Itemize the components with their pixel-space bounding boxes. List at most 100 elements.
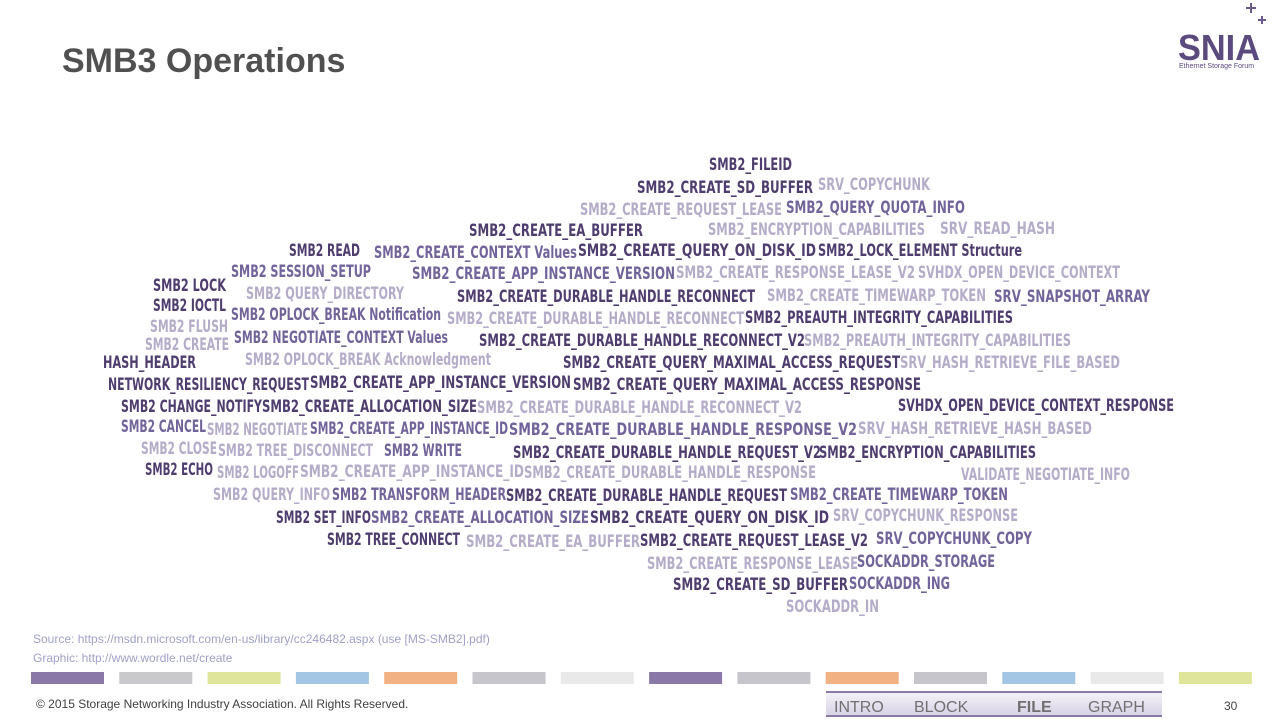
cloud-word: SMB2_CREATE_DURABLE_HANDLE_RECONNECT xyxy=(457,287,755,307)
graphic-line: Graphic: http://www.wordle.net/create xyxy=(33,651,233,665)
cloud-word: SMB2_CREATE_QUERY_MAXIMAL_ACCESS_REQUEST xyxy=(563,353,900,373)
cloud-word: SMB2 QUERY_INFO xyxy=(213,485,330,505)
cloud-word: SMB2 QUERY_DIRECTORY xyxy=(246,284,404,304)
nav-tab[interactable]: INTRO xyxy=(834,699,884,716)
cloud-word: SMB2 OPLOCK_BREAK Acknowledgment xyxy=(245,350,491,370)
cloud-word: SMB2_CREATE_APP_INSTANCE_ID xyxy=(310,419,508,439)
cloud-word: SMB2 READ xyxy=(289,241,360,261)
cloud-word: SMB2_FILEID xyxy=(709,155,792,175)
cloud-word: SOCKADDR_STORAGE xyxy=(857,552,995,572)
slide-title: SMB3 Operations xyxy=(62,42,345,80)
nav-tab[interactable]: GRAPH xyxy=(1088,699,1145,716)
cloud-word: SMB2_CREATE_REQUEST_LEASE_V2 xyxy=(640,531,868,551)
strip-block xyxy=(1002,672,1076,684)
cloud-word: SMB2_CREATE_QUERY_ON_DISK_ID xyxy=(578,241,816,261)
logo-mark xyxy=(1246,3,1266,24)
cloud-word: SMB2 TREE_DISCONNECT xyxy=(218,441,373,461)
nav-tab[interactable]: FILE xyxy=(1017,699,1052,716)
cloud-word: SMB2_CREATE_EA_BUFFER xyxy=(469,221,643,241)
strip-block xyxy=(737,672,811,684)
cloud-word: SMB2_CREATE_APP_INSTANCE_VERSION xyxy=(310,373,571,393)
page-number: 30 xyxy=(1224,699,1238,713)
cloud-word: SMB2_CREATE_RESPONSE_LEASE xyxy=(647,554,858,574)
cloud-word: NETWORK_RESILIENCY_REQUEST xyxy=(108,375,309,395)
strip-block xyxy=(384,672,458,684)
nav-tab[interactable]: BLOCK xyxy=(914,699,969,716)
color-strip xyxy=(31,672,1252,684)
cloud-word: SMB2_QUERY_QUOTA_INFO xyxy=(786,198,965,218)
strip-block xyxy=(1178,672,1252,684)
cloud-word: SMB2_CREATE_RESPONSE_LEASE_V2 xyxy=(676,263,915,283)
cloud-word: SMB2 SESSION_SETUP xyxy=(231,262,371,282)
cloud-word: SMB2_CREATE_TIMEWARP_TOKEN xyxy=(767,286,986,306)
copyright: © 2015 Storage Networking Industry Assoc… xyxy=(36,697,408,711)
cloud-word: SMB2 FLUSH xyxy=(150,317,228,337)
source-line: Source: https://msdn.microsoft.com/en-us… xyxy=(33,632,490,646)
strip-block xyxy=(472,672,546,684)
cloud-word: VALIDATE_NEGOTIATE_INFO xyxy=(961,465,1130,485)
cloud-word: SMB2_CREATE_DURABLE_HANDLE_REQUEST xyxy=(506,486,787,506)
cloud-word: SRV_COPYCHUNK_RESPONSE xyxy=(833,506,1018,526)
strip-block xyxy=(560,672,634,684)
cloud-word: HASH_HEADER xyxy=(103,353,196,373)
strip-block xyxy=(31,672,104,684)
cloud-word: SRV_READ_HASH xyxy=(940,219,1055,239)
cloud-word: SMB2_CREATE_APP_INSTANCE_ID xyxy=(300,462,524,482)
cloud-word: SMB2 TREE_CONNECT xyxy=(327,530,460,550)
cloud-word: SMB2 CLOSE xyxy=(141,439,217,459)
nav: INTRO BLOCK FILE GRAPH xyxy=(834,699,1145,716)
cloud-word: SMB2_CREATE_DURABLE_HANDLE_RESPONSE_V2 xyxy=(509,420,857,440)
cloud-word: SVHDX_OPEN_DEVICE_CONTEXT xyxy=(918,263,1120,283)
cloud-word: SMB2 CANCEL xyxy=(121,417,206,437)
cloud-word: SMB2_CREATE_APP_INSTANCE_VERSION xyxy=(412,264,675,284)
cloud-word: SOCKADDR_ING xyxy=(849,574,950,594)
logo: SNIA Ethernet Storage Forum xyxy=(1178,3,1266,70)
cloud-word: SMB2_CREATE_ALLOCATION_SIZE xyxy=(262,397,477,417)
cloud-word: SRV_COPYCHUNK_COPY xyxy=(876,529,1032,549)
cloud-word: SMB2 OPLOCK_BREAK Notification xyxy=(231,305,441,325)
cloud-word: SMB2_ENCRYPTION_CAPABILITIES xyxy=(708,220,925,240)
cloud-word: SMB2 LOGOFF xyxy=(217,463,299,483)
strip-block xyxy=(825,672,899,684)
logo-text: SNIA xyxy=(1178,27,1260,68)
cloud-word: SMB2_CREATE_TIMEWARP_TOKEN xyxy=(790,485,1008,505)
cloud-word: SMB2 SET_INFO xyxy=(276,508,371,528)
cloud-word: SMB2_LOCK_ELEMENT Structure xyxy=(818,241,1022,261)
cloud-word: SMB2_PREAUTH_INTEGRITY_CAPABILITIES xyxy=(745,308,1013,328)
cloud-word: SRV_HASH_RETRIEVE_FILE_BASED xyxy=(900,353,1120,373)
logo-subtitle: Ethernet Storage Forum xyxy=(1179,63,1254,70)
cloud-word: SMB2_CREATE_SD_BUFFER xyxy=(637,178,813,198)
cloud-word: SMB2 CHANGE_NOTIFY xyxy=(121,397,262,417)
cloud-word: SMB2_CREATE_REQUEST_LEASE xyxy=(580,200,782,220)
cloud-word: SMB2 WRITE xyxy=(384,441,462,461)
cloud-word: SMB2 NEGOTIATE_CONTEXT Values xyxy=(234,328,448,348)
cloud-word: SMB2_CREATE_QUERY_MAXIMAL_ACCESS_RESPONS… xyxy=(573,375,921,395)
cloud-word: SMB2_CREATE_EA_BUFFER xyxy=(466,532,640,552)
cloud-word: SMB2_CREATE_ALLOCATION_SIZE xyxy=(371,508,589,528)
strip-block xyxy=(207,672,281,684)
nav-bar xyxy=(826,692,1162,716)
strip-block xyxy=(119,672,193,684)
strip-block xyxy=(1090,672,1164,684)
cloud-word: SMB2 CREATE xyxy=(145,335,229,355)
cloud-word: SMB2_CREATE_QUERY_ON_DISK_ID xyxy=(590,508,829,528)
cloud-word: SMB2 IOCTL xyxy=(153,296,226,316)
strip-block xyxy=(914,672,987,684)
cloud-word: SMB2_ENCRYPTION_CAPABILITIES xyxy=(819,443,1036,463)
cloud-word: SMB2_CREATE_CONTEXT Values xyxy=(374,243,577,263)
cloud-word: SMB2 NEGOTIATE xyxy=(207,420,308,440)
cloud-word: SRV_COPYCHUNK xyxy=(818,175,931,195)
cloud-word: SMB2 LOCK xyxy=(153,276,227,296)
cloud-word: SVHDX_OPEN_DEVICE_CONTEXT_RESPONSE xyxy=(898,396,1174,416)
cloud-word: SMB2_CREATE_DURABLE_HANDLE_RESPONSE xyxy=(524,463,816,483)
strip-block xyxy=(295,672,369,684)
cloud-word: SMB2_CREATE_SD_BUFFER xyxy=(673,575,848,595)
cloud-word: SMB2_CREATE_DURABLE_HANDLE_RECONNECT_V2 xyxy=(479,331,805,351)
cloud-word: SMB2_PREAUTH_INTEGRITY_CAPABILITIES xyxy=(804,331,1071,351)
cloud-word: SMB2 ECHO xyxy=(145,460,213,480)
cloud-word: SMB2_CREATE_DURABLE_HANDLE_RECONNECT xyxy=(447,309,744,329)
cloud-word: SRV_SNAPSHOT_ARRAY xyxy=(994,287,1150,307)
cloud-word: SMB2_CREATE_DURABLE_HANDLE_RECONNECT_V2 xyxy=(477,398,802,418)
